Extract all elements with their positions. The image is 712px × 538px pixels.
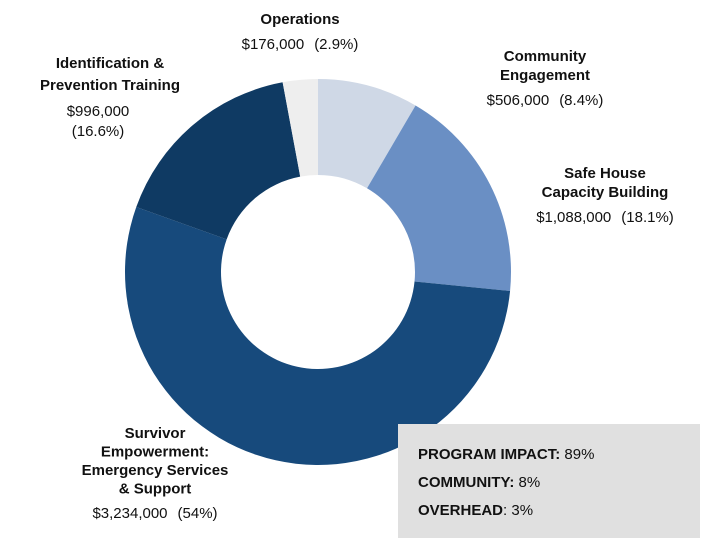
donut-segment	[125, 207, 511, 465]
percent-text: (54%)	[178, 505, 218, 522]
value-label: $3,234,000 (54%)	[92, 505, 217, 522]
donut	[125, 79, 511, 465]
summary-value: 89%	[564, 446, 594, 463]
percent-label: (16.6%)	[72, 123, 125, 140]
donut-segment	[136, 82, 301, 240]
value-text: $3,234,000	[92, 505, 167, 522]
value-text: $1,088,000	[536, 209, 611, 226]
value-text: $176,000	[242, 36, 305, 53]
percent-text: (8.4%)	[559, 92, 603, 109]
summary-line: COMMUNITY: 8%	[418, 474, 540, 491]
segment-name: Identification &	[56, 55, 165, 72]
summary-box	[398, 424, 700, 538]
donut-segment	[282, 79, 318, 177]
value-label: $996,000	[67, 103, 130, 120]
segment-name: Empowerment:	[101, 443, 209, 460]
value-label: $506,000 (8.4%)	[487, 92, 604, 109]
segment-name: Safe House	[564, 165, 646, 182]
value-text: $506,000	[487, 92, 550, 109]
segment-name: Engagement	[500, 67, 590, 84]
segment-name: Emergency Services	[82, 462, 229, 479]
percent-text: (2.9%)	[314, 36, 358, 53]
summary-value: : 3%	[503, 502, 533, 519]
donut-segment	[367, 105, 511, 291]
segment-name: & Support	[119, 480, 192, 497]
segment-name: Community	[504, 48, 587, 65]
segment-name: Survivor	[125, 425, 186, 442]
summary-label: COMMUNITY:	[418, 474, 514, 491]
summary-line: PROGRAM IMPACT: 89%	[418, 446, 594, 463]
segment-name: Prevention Training	[40, 77, 180, 94]
segment-name: Operations	[260, 11, 339, 28]
summary-line: OVERHEAD: 3%	[418, 502, 533, 519]
summary-value: 8%	[519, 474, 541, 491]
summary-label: PROGRAM IMPACT:	[418, 446, 560, 463]
donut-segment	[318, 79, 416, 189]
value-label: $1,088,000 (18.1%)	[536, 209, 674, 226]
value-label: $176,000 (2.9%)	[242, 36, 359, 53]
segment-name: Capacity Building	[542, 184, 669, 201]
summary-label: OVERHEAD	[418, 502, 503, 519]
percent-text: (18.1%)	[621, 209, 674, 226]
